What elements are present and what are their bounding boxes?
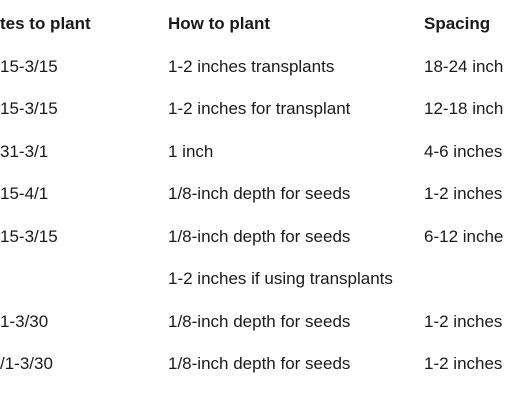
- table-cell-how: 1/8-inch depth for seeds: [168, 312, 351, 331]
- table-cell-how: 1 inch: [168, 142, 214, 161]
- table-cell-spacing: 1-2 inches: [424, 354, 503, 373]
- header-dates: tes to plant: [0, 14, 91, 33]
- table-cell-date: 15-3/15: [0, 227, 58, 246]
- table-cell-date: 31-3/1: [0, 142, 49, 161]
- header-how-to-plant: How to plant: [168, 14, 270, 33]
- table-cell-spacing: 6-12 inche: [424, 227, 504, 246]
- table-cell-spacing: 12-18 inch: [424, 99, 504, 118]
- table-cell-spacing: 4-6 inches: [424, 142, 503, 161]
- table-cell-date: 15-3/15: [0, 57, 58, 76]
- table-cell-how: 1-2 inches for transplant: [168, 99, 351, 118]
- table-cell-how: 1-2 inches transplants: [168, 57, 335, 76]
- table-cell-how: 1/8-inch depth for seeds: [168, 227, 351, 246]
- table-cell-date: 15-3/15: [0, 99, 58, 118]
- table-cell-spacing: 18-24 inch: [424, 57, 504, 76]
- table-cell-how: 1/8-inch depth for seeds: [168, 354, 351, 373]
- header-spacing: Spacing: [424, 14, 491, 33]
- table-cell-date: 15-4/1: [0, 184, 49, 203]
- table-cell-spacing: 1-2 inches: [424, 312, 503, 331]
- table-cell-date: /1-3/30: [0, 354, 53, 373]
- table-cell-date: 1-3/30: [0, 312, 49, 331]
- table-cell-how: 1/8-inch depth for seeds: [168, 184, 351, 203]
- table-cell-how: 1-2 inches if using transplants: [168, 269, 393, 288]
- table-cell-spacing: 1-2 inches: [424, 184, 503, 203]
